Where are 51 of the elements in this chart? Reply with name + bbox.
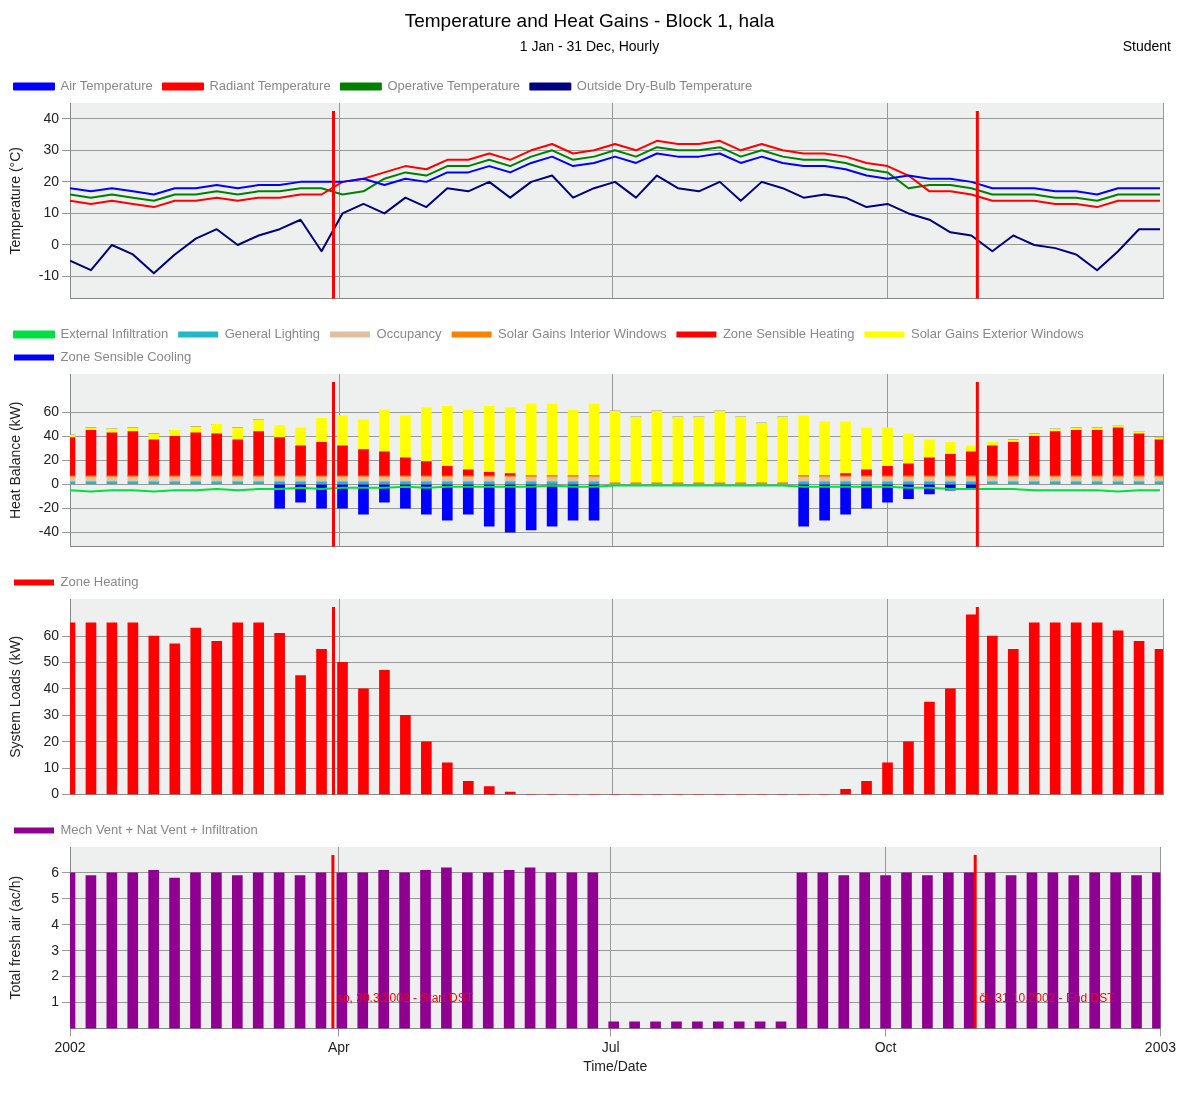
y-tick-label: 1 <box>51 993 60 1010</box>
legend-label: Mech Vent + Nat Vent + Infiltration <box>60 822 258 838</box>
y-tick-label: 5 <box>51 889 60 906</box>
legend-label: Outside Dry-Bulb Temperature <box>576 78 753 94</box>
y-tick-label: 10 <box>43 204 60 221</box>
y-tick-label: 4 <box>51 915 60 932</box>
legend-label: Radiant Temperature <box>209 78 331 94</box>
y-tick-label: 30 <box>43 706 60 723</box>
y-tick-label: -10 <box>38 267 60 284</box>
legend-label: Zone Sensible Heating <box>722 326 855 342</box>
x-tick-label: 2002 <box>54 1038 86 1055</box>
y-tick-label: 40 <box>43 679 60 696</box>
x-tick-label: Oct <box>874 1038 897 1055</box>
legend-label: General Lighting <box>224 326 321 342</box>
y-tick-label: -20 <box>38 499 60 516</box>
y-axis-title: Temperature (°C) <box>7 147 24 255</box>
y-tick-label: 40 <box>43 427 60 444</box>
y-tick-label: 3 <box>51 941 60 958</box>
legend-label: Air Temperature <box>60 78 153 94</box>
legend-label: Solar Gains Exterior Windows <box>910 326 1085 342</box>
legend-label: Zone Heating <box>60 574 139 590</box>
y-tick-label: 60 <box>43 626 60 643</box>
y-axis-title: System Loads (kW) <box>7 635 24 758</box>
y-axis-title: Total fresh air (ac/h) <box>7 875 24 1000</box>
y-tick-label: 2 <box>51 967 60 984</box>
y-tick-label: -40 <box>38 523 60 540</box>
y-tick-label: 20 <box>43 732 60 749</box>
y-tick-label: 0 <box>51 235 60 252</box>
x-axis-title: Time/Date <box>583 1058 648 1075</box>
y-tick-label: 50 <box>43 653 60 670</box>
y-tick-label: 20 <box>43 451 60 468</box>
legend-label: Solar Gains Interior Windows <box>498 326 667 342</box>
x-tick-label: Jul <box>601 1038 620 1055</box>
x-tick-label: Apr <box>327 1038 351 1055</box>
legend-label: Operative Temperature <box>387 78 521 94</box>
y-axis-title: Heat Balance (kW) <box>7 401 24 520</box>
y-tick-label: 60 <box>43 403 60 420</box>
y-tick-label: 0 <box>51 785 60 802</box>
legend-label: Zone Sensible Cooling <box>60 349 192 365</box>
chart-subtitle: 1 Jan - 31 Dec, Hourly <box>519 38 660 54</box>
x-tick-label: 2003 <box>1144 1038 1177 1055</box>
y-tick-label: 10 <box>43 759 60 776</box>
legend-label: Occupancy <box>376 326 443 342</box>
y-tick-label: 0 <box>51 475 60 492</box>
y-tick-label: 40 <box>43 109 60 126</box>
text: Student <box>1122 38 1171 54</box>
y-tick-label: 6 <box>51 863 60 880</box>
chart-title: Temperature and Heat Gains - Block 1, hala <box>403 10 776 32</box>
y-tick-label: 30 <box>43 141 60 158</box>
legend-label: External Infiltration <box>60 326 169 342</box>
y-tick-label: 20 <box>43 172 60 189</box>
